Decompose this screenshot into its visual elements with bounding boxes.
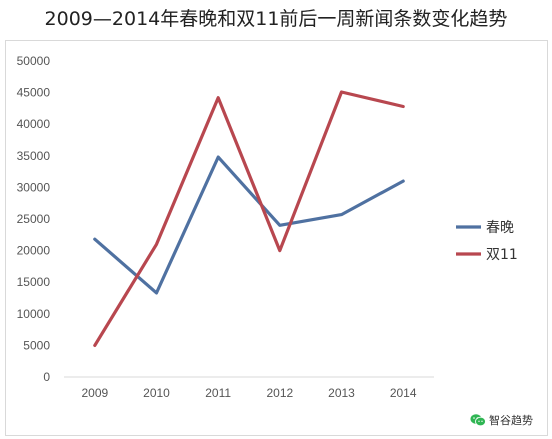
line-chart: 0 5000 10000 15000 20000 25000 30000 35000 40000… bbox=[17, 54, 518, 400]
series-lines bbox=[93, 90, 405, 347]
x-tick-label: 2009 bbox=[81, 386, 108, 400]
y-tick-label: 15000 bbox=[17, 275, 51, 289]
legend-label-2: 双11 bbox=[486, 247, 518, 263]
series-line-2 bbox=[93, 90, 405, 347]
y-tick-label: 40000 bbox=[17, 117, 51, 131]
watermark: 智谷趋势 bbox=[470, 412, 533, 428]
x-axis-ticks: 2009 2010 2011 2012 2013 2014 bbox=[81, 386, 416, 400]
y-tick-label: 5000 bbox=[23, 338, 50, 352]
chart-area: 0 5000 10000 15000 20000 25000 30000 35000 40000… bbox=[5, 40, 548, 436]
y-tick-label: 20000 bbox=[17, 244, 51, 258]
y-tick-label: 45000 bbox=[17, 86, 51, 100]
wechat-icon bbox=[470, 414, 486, 427]
x-tick-label: 2012 bbox=[266, 386, 293, 400]
y-tick-label: 0 bbox=[43, 370, 50, 384]
x-tick-label: 2013 bbox=[328, 386, 355, 400]
y-tick-label: 35000 bbox=[17, 149, 51, 163]
y-tick-label: 50000 bbox=[17, 54, 51, 68]
legend-label-1: 春晚 bbox=[486, 220, 514, 236]
x-tick-label: 2014 bbox=[390, 386, 417, 400]
x-tick-label: 2010 bbox=[143, 386, 170, 400]
y-axis-ticks: 0 5000 10000 15000 20000 25000 30000 35000 40000… bbox=[17, 54, 51, 384]
watermark-text: 智谷趋势 bbox=[489, 414, 533, 427]
y-tick-label: 25000 bbox=[17, 212, 51, 226]
y-tick-label: 30000 bbox=[17, 180, 51, 194]
series-line-1 bbox=[93, 155, 405, 295]
page-title: 2009—2014年春晚和双11前后一周新闻条数变化趋势 bbox=[44, 8, 508, 30]
y-tick-label: 10000 bbox=[17, 307, 51, 321]
x-tick-label: 2011 bbox=[205, 386, 231, 400]
